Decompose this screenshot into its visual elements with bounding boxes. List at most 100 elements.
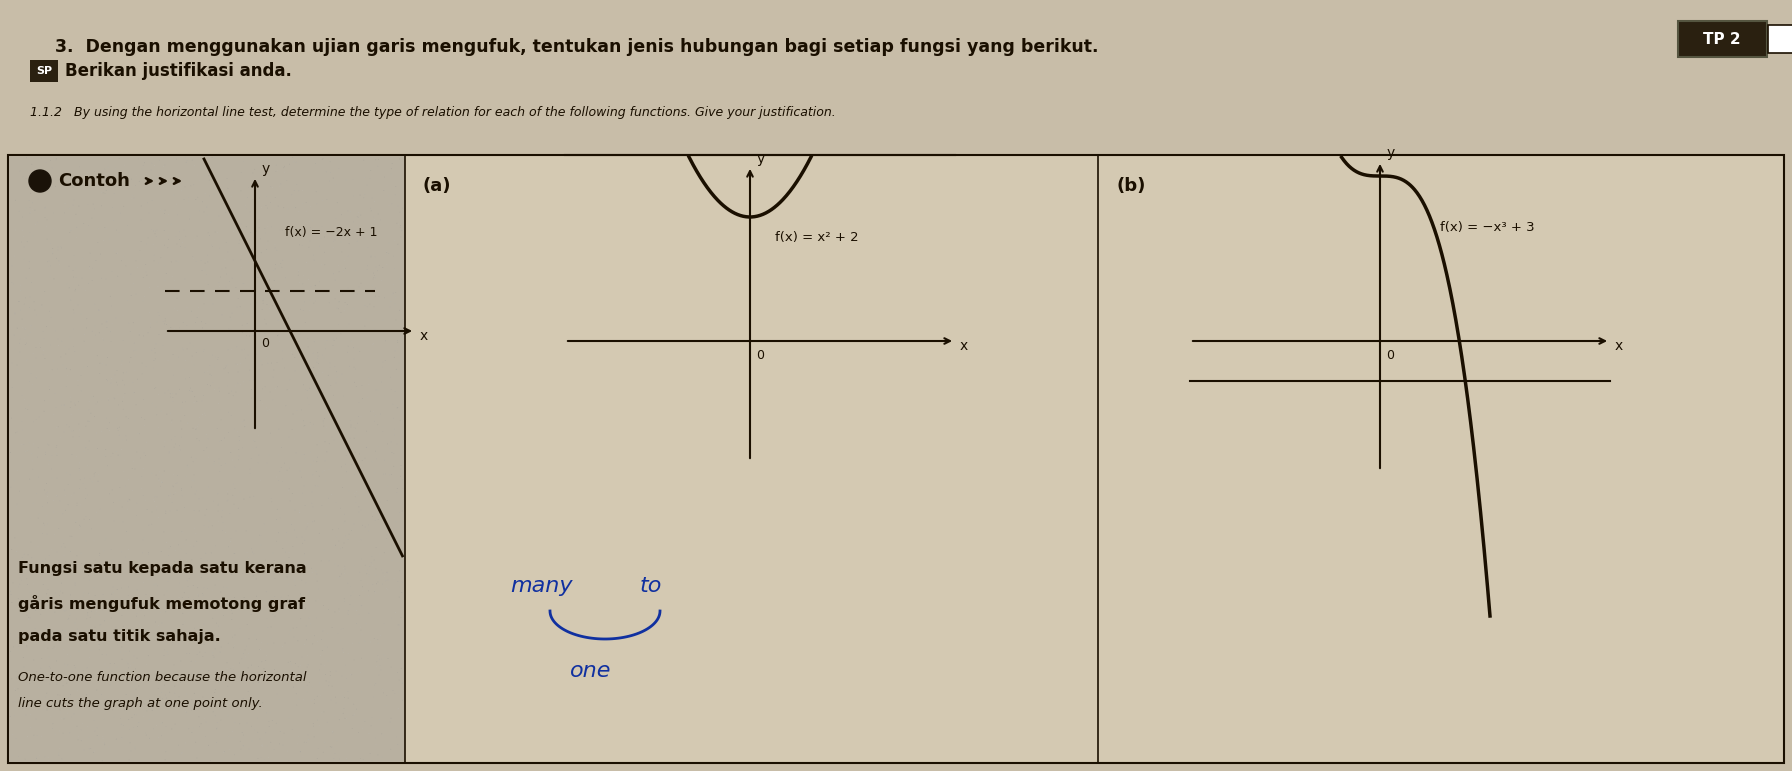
Point bbox=[355, 607, 383, 619]
Point bbox=[382, 516, 410, 528]
Point bbox=[41, 442, 70, 454]
Point bbox=[165, 577, 194, 589]
Point bbox=[353, 577, 382, 590]
Point bbox=[204, 505, 233, 517]
Point bbox=[256, 631, 285, 644]
Point bbox=[73, 569, 102, 581]
Point bbox=[23, 193, 52, 205]
Point bbox=[151, 440, 179, 453]
Point bbox=[154, 542, 183, 554]
Point bbox=[296, 618, 324, 630]
Point bbox=[5, 205, 34, 217]
Point bbox=[14, 399, 43, 412]
Point bbox=[367, 361, 396, 373]
Point bbox=[177, 481, 206, 493]
Point bbox=[23, 442, 52, 454]
Point bbox=[41, 729, 70, 741]
Point bbox=[210, 746, 238, 758]
Point bbox=[104, 399, 133, 411]
Point bbox=[192, 716, 220, 729]
Point bbox=[88, 730, 116, 742]
Point bbox=[27, 608, 56, 621]
Point bbox=[339, 341, 367, 353]
Point bbox=[72, 420, 100, 433]
Point bbox=[32, 487, 61, 499]
Point bbox=[61, 662, 90, 674]
Point bbox=[312, 668, 340, 681]
Point bbox=[0, 695, 29, 708]
Point bbox=[285, 328, 314, 340]
Point bbox=[176, 337, 204, 349]
Point bbox=[23, 216, 52, 228]
Point bbox=[387, 505, 416, 517]
Point bbox=[95, 399, 124, 411]
Point bbox=[131, 566, 159, 578]
Point bbox=[102, 311, 131, 324]
Point bbox=[226, 434, 254, 446]
Point bbox=[32, 256, 61, 268]
Point bbox=[208, 263, 237, 275]
Point bbox=[59, 250, 88, 262]
Point bbox=[330, 692, 358, 704]
Point bbox=[206, 641, 235, 653]
Point bbox=[84, 305, 113, 317]
Point bbox=[57, 425, 86, 437]
Point bbox=[65, 298, 93, 311]
Point bbox=[81, 745, 109, 757]
Point bbox=[271, 293, 299, 305]
Point bbox=[292, 620, 321, 632]
Point bbox=[285, 239, 314, 251]
Point bbox=[115, 412, 143, 425]
Point bbox=[77, 605, 106, 618]
Point bbox=[9, 439, 38, 451]
Point bbox=[303, 285, 332, 298]
Point bbox=[122, 344, 151, 356]
Point bbox=[118, 463, 147, 475]
Point bbox=[63, 500, 91, 512]
Point bbox=[38, 722, 66, 735]
Point bbox=[18, 276, 47, 288]
Point bbox=[2, 732, 30, 745]
Point bbox=[91, 571, 120, 584]
Point bbox=[63, 623, 91, 635]
Point bbox=[308, 387, 337, 399]
Point bbox=[181, 421, 210, 433]
Point bbox=[242, 401, 271, 413]
Point bbox=[263, 314, 292, 326]
Point bbox=[340, 446, 369, 459]
Point bbox=[274, 431, 303, 443]
Point bbox=[102, 224, 131, 236]
Point bbox=[333, 321, 362, 333]
Point bbox=[211, 457, 240, 470]
Point bbox=[167, 415, 195, 427]
Point bbox=[373, 480, 401, 493]
Point bbox=[72, 284, 100, 296]
Point bbox=[360, 282, 389, 295]
Point bbox=[140, 225, 168, 237]
Point bbox=[305, 583, 333, 595]
Point bbox=[22, 342, 50, 354]
Point bbox=[369, 420, 398, 433]
Point bbox=[271, 362, 299, 374]
Point bbox=[310, 736, 339, 749]
Point bbox=[238, 569, 267, 581]
Point bbox=[145, 257, 174, 269]
Point bbox=[289, 184, 317, 197]
Point bbox=[50, 197, 79, 210]
Point bbox=[151, 274, 179, 287]
Point bbox=[45, 704, 73, 716]
Point bbox=[75, 651, 104, 664]
Point bbox=[192, 503, 220, 516]
Point bbox=[65, 734, 93, 746]
Point bbox=[116, 745, 145, 757]
Point bbox=[287, 471, 315, 483]
Point bbox=[385, 470, 414, 483]
Point bbox=[229, 739, 258, 752]
Point bbox=[56, 689, 84, 701]
Point bbox=[27, 603, 56, 615]
Point bbox=[272, 464, 301, 476]
Point bbox=[332, 373, 360, 386]
Point bbox=[108, 609, 136, 621]
Point bbox=[34, 651, 63, 663]
Point bbox=[204, 516, 233, 528]
